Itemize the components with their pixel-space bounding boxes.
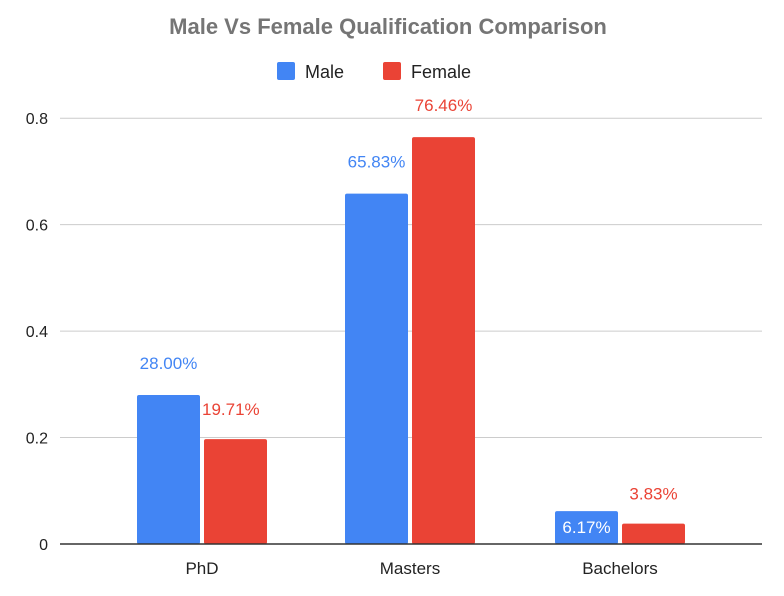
data-label-male-masters: 65.83% — [348, 153, 406, 172]
data-label-female-bachelors: 3.83% — [629, 485, 677, 504]
y-tick-label: 0.2 — [26, 431, 48, 448]
y-axis: 0 0.2 0.4 0.6 0.8 — [26, 111, 48, 554]
x-tick-label: Bachelors — [582, 559, 658, 578]
bar-male-bachelors — [555, 511, 618, 544]
legend-label-male: Male — [305, 62, 344, 82]
data-label-male-bachelors: 6.17% — [562, 518, 610, 537]
x-axis: PhD Masters Bachelors — [60, 543, 762, 578]
data-labels: 28.00% 19.71% 65.83% 76.46% 6.17% 3.83% — [140, 96, 678, 537]
y-tick-label: 0.6 — [26, 218, 48, 235]
legend: Male Female — [277, 62, 471, 82]
gridlines — [60, 117, 762, 439]
chart-title: Male Vs Female Qualification Comparison — [169, 14, 607, 39]
bar-male-masters — [345, 193, 408, 544]
data-label-male-phd: 28.00% — [140, 354, 198, 373]
bar-male-phd — [137, 394, 200, 544]
legend-label-female: Female — [411, 62, 471, 82]
bars — [137, 137, 685, 545]
y-tick-label: 0 — [39, 537, 48, 554]
bar-female-phd — [204, 439, 267, 544]
legend-swatch-female — [383, 62, 401, 80]
data-label-female-phd: 19.71% — [202, 400, 260, 419]
bar-female-masters — [412, 137, 475, 545]
x-tick-label: PhD — [185, 559, 218, 578]
y-tick-label: 0.8 — [26, 111, 48, 128]
data-label-female-masters: 76.46% — [415, 96, 473, 115]
legend-swatch-male — [277, 62, 295, 80]
y-tick-label: 0.4 — [26, 324, 48, 341]
bar-female-bachelors — [622, 523, 685, 544]
x-tick-label: Masters — [380, 559, 440, 578]
